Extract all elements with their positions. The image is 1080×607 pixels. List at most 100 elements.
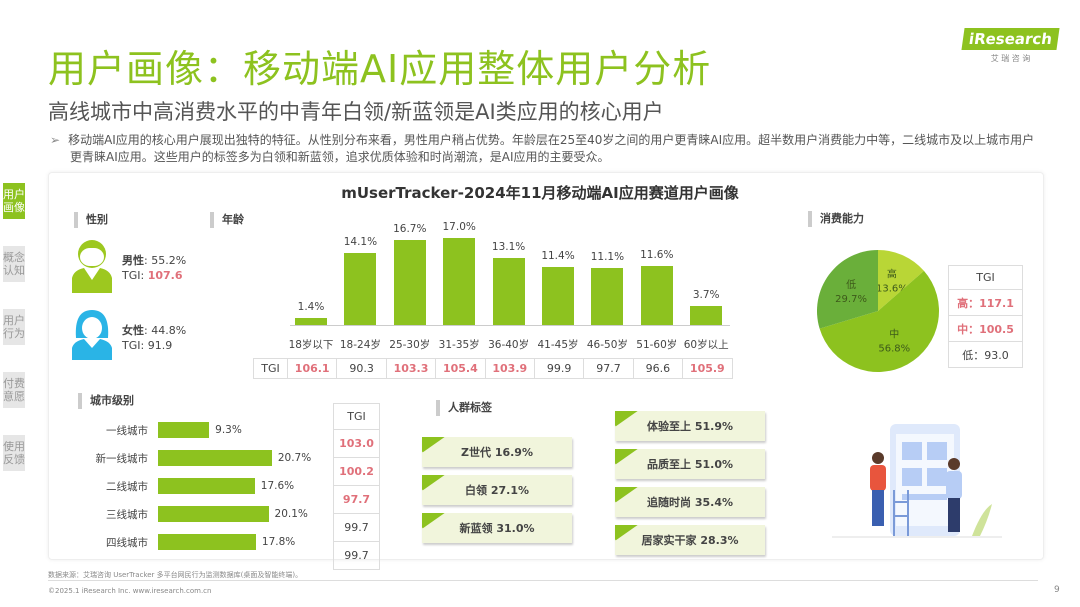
age-tgi-cell: 103.9: [484, 358, 535, 379]
pie-slice-高: [878, 250, 924, 311]
city-category-label: 新一线城市: [95, 453, 149, 465]
city-tgi-cell: 103.0: [333, 429, 380, 458]
sidebar-item-0[interactable]: 用户画像: [3, 183, 25, 220]
male-stat: 男性: 55.2%: [122, 254, 187, 267]
user-tag: 白领 27.1%: [422, 475, 572, 505]
pie-slice-label: 高: [887, 267, 897, 280]
age-tgi-cell: 90.3: [336, 358, 387, 379]
city-value-label: 17.8%: [261, 536, 296, 548]
age-value-label: 11.4%: [541, 249, 575, 262]
sidebar-item-2[interactable]: 用户行为: [3, 309, 25, 346]
city-category-label: 一线城市: [106, 425, 148, 437]
age-section-title: 年龄: [210, 212, 244, 228]
age-bar: [640, 265, 673, 325]
city-value-label: 9.3%: [215, 424, 242, 436]
age-category-label: 18岁以下: [288, 339, 334, 351]
age-bar: [591, 268, 624, 325]
age-tgi-cell: 96.6: [632, 358, 684, 379]
logo-subtext: 艾 瑞 咨 询: [990, 54, 1031, 63]
city-value-label: 17.6%: [260, 480, 295, 492]
city-tgi-cell: 97.7: [333, 485, 380, 514]
users-illustration: [832, 424, 1002, 538]
summary-bullet: 移动端AI应用的核心用户展现出独特的特征。从性别分布来看，男性用户稍占优势。年龄…: [68, 133, 1035, 164]
iresearch-logo: iResearch 艾 瑞 咨 询: [961, 28, 1060, 64]
pie-slice-label: 29.7%: [835, 294, 867, 305]
pie-slice-label: 低: [846, 278, 856, 291]
chart-title: mUserTracker-2024年11月移动端AI应用赛道用户画像: [341, 184, 739, 202]
city-tgi-cell: 99.7: [333, 513, 380, 542]
user-tag: 追随时尚 35.4%: [615, 487, 765, 517]
city-category-label: 四线城市: [106, 537, 148, 549]
age-category-label: 51-60岁: [636, 339, 678, 351]
consumption-tgi-cell: 低：93.0: [948, 341, 1023, 368]
age-tgi-table: TGI 106.1 90.3 103.3 105.4 103.9 99.9 97.7 96.6 1…: [253, 358, 733, 379]
consumption-tgi-cell: 高：117.1: [948, 289, 1023, 316]
summary-text: ➢ 移动端AI应用的核心用户展现出独特的特征。从性别分布来看，男性用户稍占优势。年…: [50, 132, 1040, 166]
sidebar-item-3[interactable]: 付费意愿: [3, 372, 25, 409]
age-tgi-cell: 105.4: [435, 358, 486, 379]
city-bar: [158, 478, 255, 494]
male-tgi: TGI: 107.6: [122, 269, 183, 282]
data-source-note: 数据来源：艾瑞咨询 UserTracker 多平台网民行为监测数据库(桌面及智能…: [48, 571, 303, 579]
age-value-label: 3.7%: [692, 289, 720, 302]
user-tag: 品质至上 51.0%: [615, 449, 765, 479]
city-tgi-table: TGI 103.0 100.2 97.7 99.7 99.7: [333, 403, 380, 570]
age-tgi-cell: 103.3: [385, 358, 437, 379]
age-bar: [690, 306, 723, 325]
tags-section-title: 人群标签: [436, 400, 492, 416]
city-bar: [158, 534, 256, 550]
city-category-label: 三线城市: [106, 509, 148, 521]
age-category-label: 31-35岁: [438, 339, 480, 351]
pie-slice-中: [819, 270, 939, 372]
age-value-label: 11.1%: [590, 251, 625, 264]
age-bar: [393, 239, 426, 325]
age-category-label: 25-30岁: [389, 339, 431, 351]
age-value-label: 17.0%: [442, 221, 476, 234]
pie-slice-label: 56.8%: [878, 343, 910, 354]
city-tgi-cell: 99.7: [333, 541, 380, 570]
consumption-tgi-cell: 中：100.5: [948, 315, 1023, 342]
age-bar: [492, 258, 525, 325]
consumption-pie-chart: 高 13.6% 中 56.8% 低 29.7%: [817, 250, 939, 372]
age-axis: [290, 325, 730, 326]
age-value-label: 13.1%: [491, 241, 526, 254]
user-tag: 体验至上 51.9%: [615, 411, 765, 441]
age-value-label: 16.7%: [393, 222, 427, 235]
female-stat: 女性: 44.8%: [122, 324, 187, 337]
sidebar-item-1[interactable]: 概念认知: [3, 246, 25, 283]
sidebar-item-4[interactable]: 使用反馈: [3, 435, 25, 472]
pie-slice-低: [817, 250, 878, 329]
pie-slice-label: 13.6%: [876, 283, 908, 294]
age-tgi-cell: 97.7: [583, 358, 634, 379]
age-bar: [542, 266, 574, 325]
city-section-title: 城市级别: [78, 393, 134, 409]
user-tag: 新蓝领 31.0%: [422, 513, 572, 543]
tgi-header: TGI: [333, 403, 380, 430]
age-bar: [344, 253, 377, 325]
age-category-label: 36-40岁: [488, 339, 530, 351]
female-user-icon: [72, 310, 112, 360]
male-user-icon: [72, 240, 112, 293]
city-value-label: 20.7%: [277, 452, 312, 464]
page-number: 9: [1054, 585, 1060, 595]
age-value-label: 11.6%: [640, 248, 674, 261]
age-category-label: 41-45岁: [537, 339, 579, 351]
page-subtitle: 高线城市中高消费水平的中青年白领/新蓝领是AI类应用的核心用户: [48, 100, 664, 124]
consumption-tgi-table-el: TGI 高：117.1 中：100.5 低：93.0: [948, 265, 1023, 368]
age-category-label: 18-24岁: [339, 339, 381, 351]
age-value-label: 1.4%: [297, 300, 325, 313]
gender-section-title: 性别: [74, 212, 108, 228]
city-tgi-cell: 100.2: [333, 457, 380, 486]
city-value-label: 20.1%: [274, 508, 308, 520]
consumption-section-title: 消费能力: [808, 211, 864, 227]
logo-text: iResearch: [961, 28, 1060, 50]
page-title: 用户画像：移动端AI应用整体用户分析: [48, 47, 712, 91]
chart-card: [48, 172, 1044, 560]
footer-divider: [48, 580, 1038, 581]
city-bar: [158, 506, 269, 522]
age-bar: [443, 238, 476, 325]
user-tag: 居家实干家 28.3%: [615, 525, 765, 555]
age-category-label: 60岁以上: [683, 339, 729, 351]
arrow-bullet-icon: ➢: [50, 133, 61, 147]
city-bar: [158, 450, 272, 466]
